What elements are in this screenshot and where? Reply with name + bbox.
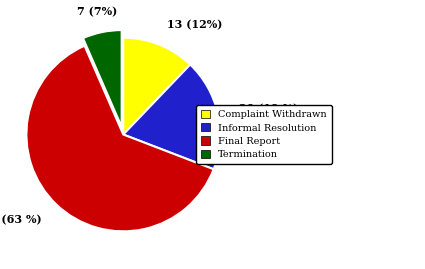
Wedge shape bbox=[26, 46, 214, 231]
Legend: Complaint Withdrawn, Informal Resolution, Final Report, Termination: Complaint Withdrawn, Informal Resolution… bbox=[196, 105, 332, 164]
Text: 13 (12%): 13 (12%) bbox=[167, 19, 223, 30]
Text: 7 (7%): 7 (7%) bbox=[77, 6, 118, 17]
Wedge shape bbox=[123, 38, 190, 134]
Wedge shape bbox=[123, 65, 220, 169]
Text: 67 (63 %): 67 (63 %) bbox=[0, 214, 42, 225]
Text: 20 (19 %): 20 (19 %) bbox=[238, 103, 298, 114]
Wedge shape bbox=[83, 30, 122, 127]
